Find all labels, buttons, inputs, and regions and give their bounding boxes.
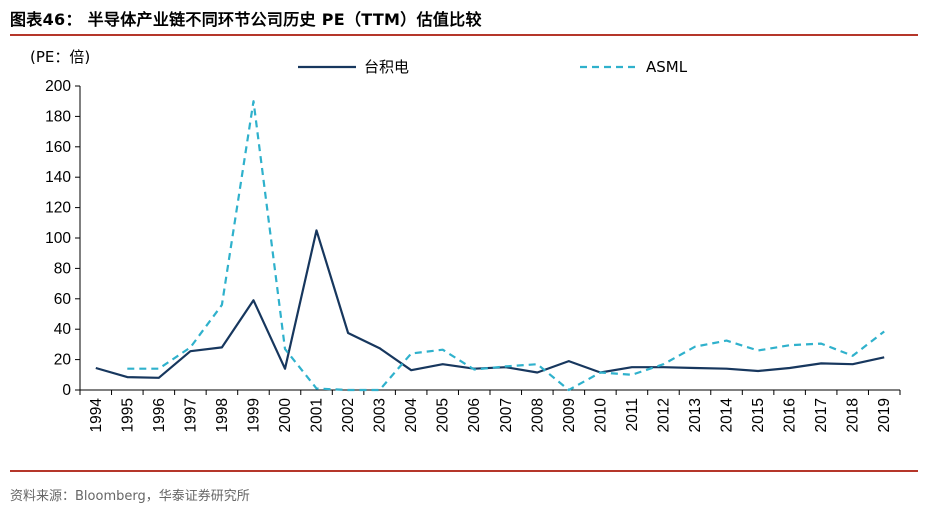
axes: 0 20 40 60 80 100 120 140 160 180 200 1994 1995 1996 1… — [45, 78, 901, 433]
x-tick-label: 1995 — [119, 398, 136, 432]
series-line-0 — [95, 229, 885, 379]
x-tick-label: 2009 — [561, 398, 578, 432]
x-tick-label: 1997 — [182, 398, 199, 432]
x-tick-label: 2008 — [529, 398, 546, 432]
y-tick-label: 200 — [45, 78, 71, 95]
x-tick-label: 1994 — [88, 398, 105, 433]
x-tick-label: 2019 — [876, 398, 893, 432]
x-tick-label: 2004 — [403, 398, 420, 433]
x-tick-label: 2000 — [277, 398, 294, 433]
y-tick-label: 0 — [62, 382, 71, 399]
x-tick-label: 2018 — [845, 398, 862, 432]
source-note: 资料来源：Bloomberg，华泰证券研究所 — [10, 489, 250, 504]
plot-area — [95, 100, 885, 392]
x-tick-label: 2006 — [466, 398, 483, 432]
y-tick-label: 60 — [54, 291, 72, 308]
figure-title: 图表46： 半导体产业链不同环节公司历史 PE（TTM）估值比较 — [10, 10, 482, 29]
x-tick-label: 2013 — [687, 398, 704, 432]
y-tick-label: 140 — [45, 169, 71, 186]
x-tick-label: 2002 — [340, 398, 357, 432]
y-tick-label: 160 — [45, 139, 71, 156]
x-tick-label: 2016 — [782, 398, 799, 432]
x-tick-label: 2001 — [309, 398, 326, 432]
y-tick-label: 100 — [45, 230, 71, 247]
x-tick-label: 2015 — [750, 398, 767, 432]
legend: 台积电 ASML — [298, 58, 688, 76]
x-tick-label: 2014 — [719, 398, 736, 433]
footer-divider — [10, 470, 918, 472]
x-tick-label: 2005 — [435, 398, 452, 432]
pe-line-chart: (PE：倍) 台积电 ASML 0 20 40 60 80 100 120 140 160 180… — [30, 48, 901, 433]
x-tick-label: 2010 — [592, 398, 609, 433]
y-tick-label: 180 — [45, 108, 71, 125]
y-tick-label: 40 — [54, 321, 72, 338]
title-divider — [10, 34, 918, 36]
series-line-1 — [127, 100, 885, 392]
x-tick-label: 1996 — [151, 398, 168, 432]
y-tick-label: 20 — [54, 352, 72, 369]
x-tick-label: 2003 — [372, 398, 389, 432]
y-tick-label: 120 — [45, 200, 71, 217]
y-axis-unit-label: (PE：倍) — [30, 48, 90, 66]
x-tick-label: 2007 — [498, 398, 515, 432]
x-tick-label: 1998 — [214, 398, 231, 432]
x-tick-label: 2017 — [813, 398, 830, 432]
x-tick-label: 2011 — [624, 398, 641, 431]
y-tick-label: 80 — [54, 260, 72, 277]
legend-label-asml: ASML — [646, 58, 688, 76]
legend-label-tsmc: 台积电 — [364, 58, 409, 76]
x-tick-label: 1999 — [245, 398, 262, 432]
x-tick-label: 2012 — [655, 398, 672, 432]
